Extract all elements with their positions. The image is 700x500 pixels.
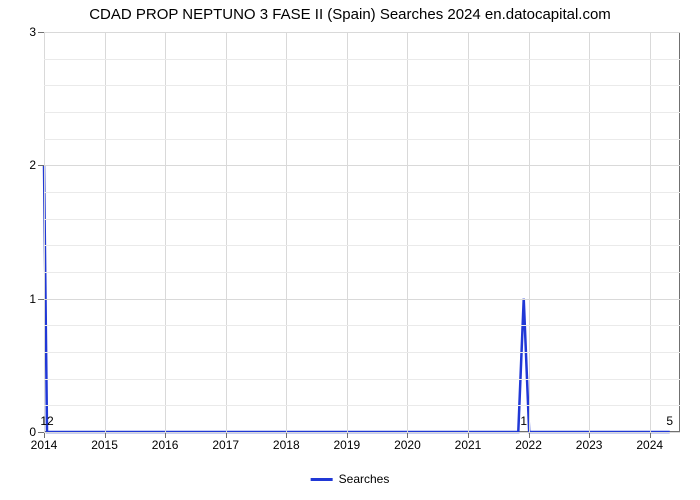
gridline-h <box>44 165 680 166</box>
data-point-label: 1 <box>520 414 527 428</box>
gridline-v <box>44 32 45 432</box>
y-tick-label: 3 <box>29 25 36 39</box>
gridline-v <box>226 32 227 432</box>
gridline-h-minor <box>44 192 680 193</box>
y-tick-label: 1 <box>29 292 36 306</box>
x-tick-label: 2022 <box>515 438 542 452</box>
gridline-h-minor <box>44 352 680 353</box>
series-line <box>44 32 680 432</box>
data-point-label: 12 <box>40 414 53 428</box>
gridline-v <box>468 32 469 432</box>
y-tick-label: 0 <box>29 425 36 439</box>
x-tick-label: 2023 <box>576 438 603 452</box>
gridline-v <box>347 32 348 432</box>
legend-swatch <box>311 478 333 481</box>
chart-title: CDAD PROP NEPTUNO 3 FASE II (Spain) Sear… <box>0 6 700 23</box>
data-point-label: 5 <box>666 414 673 428</box>
x-tick-label: 2016 <box>152 438 179 452</box>
gridline-v <box>286 32 287 432</box>
x-tick-label: 2024 <box>636 438 663 452</box>
searches-chart: CDAD PROP NEPTUNO 3 FASE II (Spain) Sear… <box>0 0 700 500</box>
gridline-v <box>165 32 166 432</box>
y-tick-label: 2 <box>29 158 36 172</box>
gridline-h-minor <box>44 59 680 60</box>
y-tick-mark <box>38 32 44 33</box>
gridline-h <box>44 32 680 33</box>
x-tick-label: 2018 <box>273 438 300 452</box>
gridline-h-minor <box>44 272 680 273</box>
gridline-h-minor <box>44 245 680 246</box>
gridline-v <box>650 32 651 432</box>
x-tick-label: 2021 <box>455 438 482 452</box>
gridline-h-minor <box>44 325 680 326</box>
x-tick-label: 2014 <box>31 438 58 452</box>
y-tick-mark <box>38 165 44 166</box>
gridline-v <box>529 32 530 432</box>
legend-label: Searches <box>339 472 390 486</box>
plot-area: 2014201520162017201820192020202120222023… <box>44 32 680 432</box>
gridline-h-minor <box>44 112 680 113</box>
y-tick-mark <box>38 299 44 300</box>
y-tick-mark <box>38 432 44 433</box>
x-tick-label: 2015 <box>91 438 118 452</box>
gridline-v <box>589 32 590 432</box>
gridline-v <box>407 32 408 432</box>
gridline-h <box>44 432 680 433</box>
x-tick-label: 2020 <box>394 438 421 452</box>
legend: Searches <box>311 472 390 486</box>
gridline-h-minor <box>44 219 680 220</box>
gridline-h-minor <box>44 139 680 140</box>
gridline-h-minor <box>44 405 680 406</box>
gridline-v <box>105 32 106 432</box>
gridline-h <box>44 299 680 300</box>
x-tick-label: 2019 <box>333 438 360 452</box>
x-tick-label: 2017 <box>212 438 239 452</box>
gridline-h-minor <box>44 379 680 380</box>
gridline-h-minor <box>44 85 680 86</box>
